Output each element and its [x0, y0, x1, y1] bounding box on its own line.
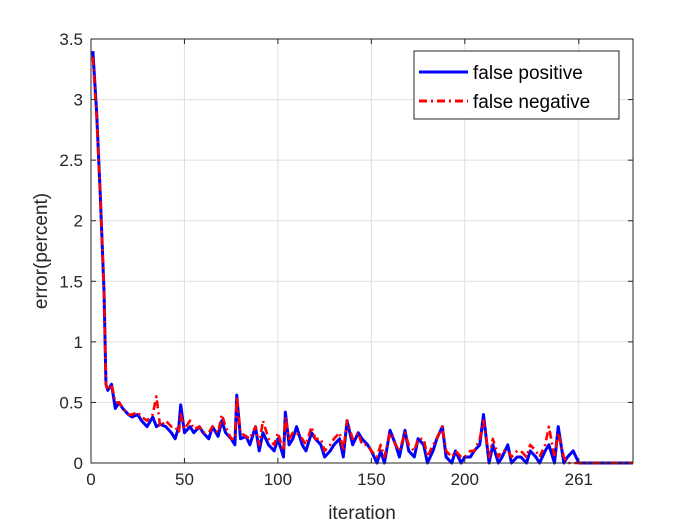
axis-tick-labels: 0 50 100 150 200 261 0 0.5 1 1.5 2 2.5 3 3.5: [59, 30, 593, 489]
x-tick-label: 100: [264, 470, 292, 489]
x-tick-label: 200: [451, 470, 479, 489]
legend: false positive false negative: [413, 50, 620, 120]
y-tick-label: 2.5: [59, 151, 83, 170]
y-tick-label: 0: [74, 454, 83, 473]
x-tick-label: 0: [86, 470, 95, 489]
series-line-false-positive: [91, 51, 633, 465]
x-tick-label: 261: [565, 470, 593, 489]
y-tick-label: 0.5: [59, 393, 83, 412]
y-tick-label: 1.5: [59, 272, 83, 291]
x-tick-label: 50: [175, 470, 194, 489]
plot-frame: [90, 38, 634, 464]
series-layer: [91, 51, 633, 465]
x-tick-label: 150: [357, 470, 385, 489]
x-axis-label: iteration: [328, 503, 396, 524]
y-tick-label: 1: [74, 333, 83, 352]
y-axis-label: error(percent): [31, 193, 52, 309]
y-tick-label: 3.5: [59, 30, 83, 49]
y-tick-label: 2: [74, 212, 83, 231]
axis-ticks: [90, 38, 633, 464]
legend-label-false-negative: false negative: [473, 92, 590, 113]
series-line-false-negative: [91, 57, 633, 465]
y-tick-label: 3: [74, 91, 83, 110]
legend-box: [413, 50, 620, 120]
legend-label-false-positive: false positive: [473, 63, 583, 84]
